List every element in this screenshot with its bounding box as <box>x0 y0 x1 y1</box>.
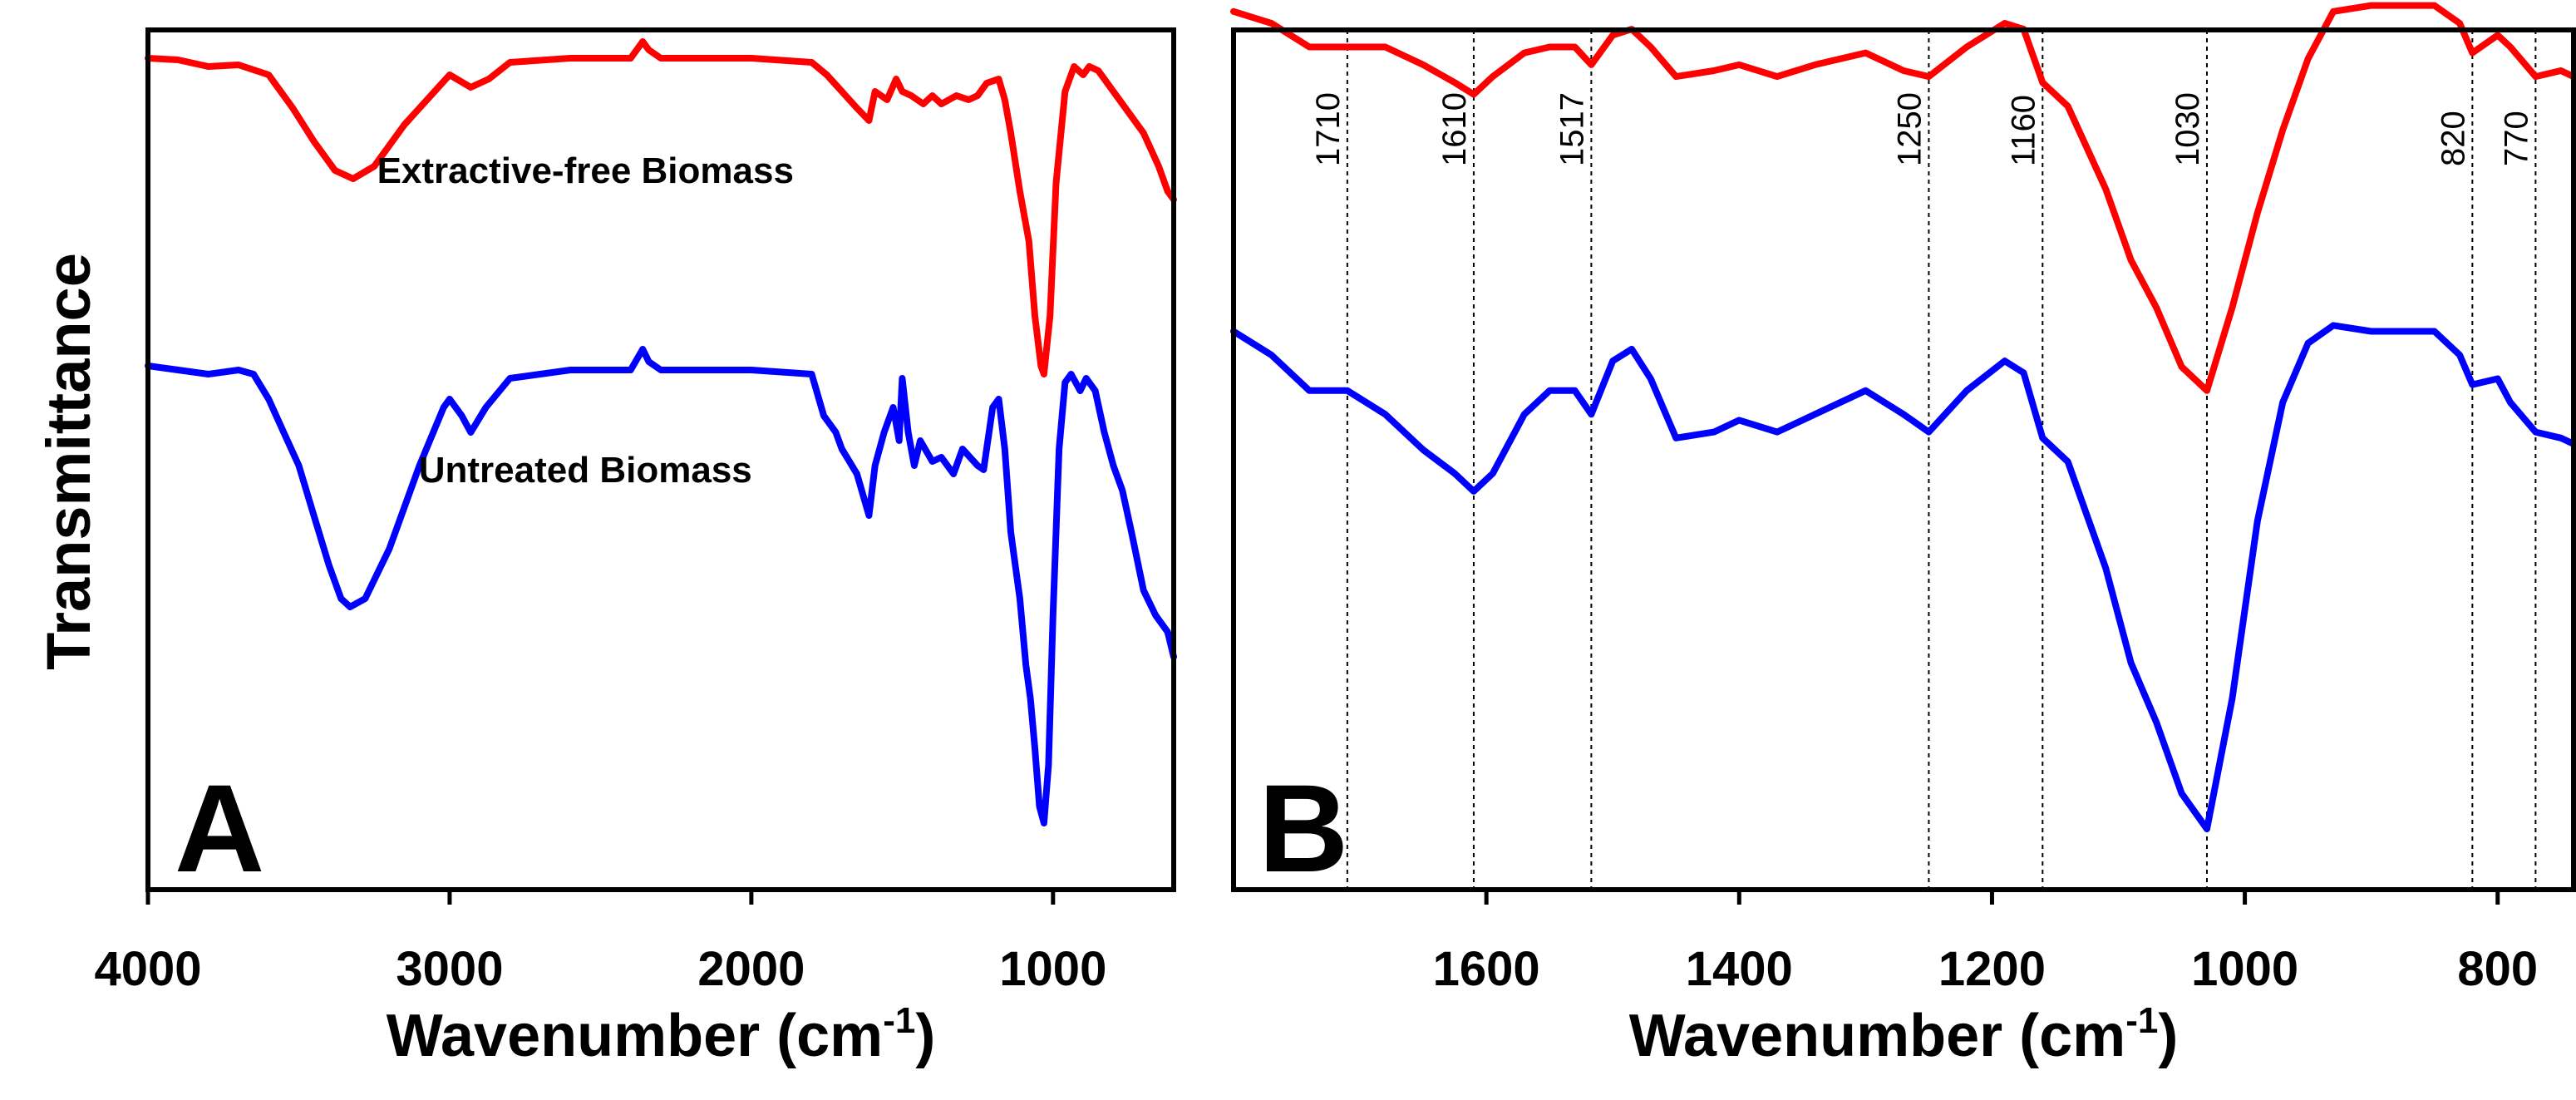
reference-label-820: 820 <box>2435 111 2471 166</box>
series-label-untreated-biomass: Untreated Biomass <box>419 450 752 491</box>
reference-label-1250: 1250 <box>1891 92 1928 166</box>
x-tick-label-1200: 1200 <box>1938 942 2046 996</box>
x-tick-label-1600: 1600 <box>1433 942 1540 996</box>
panel-b-frame <box>1231 27 2576 892</box>
reference-label-1517: 1517 <box>1554 92 1590 166</box>
panel-a-letter: A <box>175 758 264 898</box>
panel-b-letter: B <box>1258 758 1348 898</box>
panel-a-x-ticks: 4000 3000 2000 1000 <box>94 890 1106 996</box>
series-line-extractive-free-biomass <box>145 38 1177 377</box>
x-tick-label-1000: 1000 <box>2191 942 2298 996</box>
panel-a: Extractive-free Biomass Untreated Biomass… <box>94 27 1177 1069</box>
x-tick-label-4000: 4000 <box>94 942 201 996</box>
x-tick-label-1000: 1000 <box>999 942 1106 996</box>
reference-label-1610: 1610 <box>1436 92 1473 166</box>
reference-label-1030: 1030 <box>2170 92 2206 166</box>
plot-a-content: Extractive-free Biomass Untreated Biomass <box>145 38 1177 826</box>
series-line-extractive-free-biomass <box>1230 2 2576 394</box>
panel-a-frame <box>145 27 1176 892</box>
panel-a-x-axis-title: Wavenumber (cm-1) <box>387 1000 936 1069</box>
panel-b: 1710 1610 1517 1250 1160 1030 820 770 1600 1400 1… <box>1230 2 2576 1069</box>
reference-label-1710: 1710 <box>1310 92 1347 166</box>
series-line-untreated-biomass <box>145 346 1177 826</box>
panel-b-x-ticks: 1600 1400 1200 1000 800 <box>1433 890 2538 996</box>
reference-label-770: 770 <box>2498 111 2534 166</box>
x-tick-label-800: 800 <box>2457 942 2538 996</box>
reference-label-1160: 1160 <box>2005 95 2042 166</box>
x-tick-label-3000: 3000 <box>396 942 503 996</box>
y-axis-title: Transmittance <box>34 253 103 670</box>
x-tick-label-1400: 1400 <box>1686 942 1793 996</box>
panel-b-x-axis-title: Wavenumber (cm-1) <box>1629 1000 2179 1069</box>
series-line-untreated-biomass <box>1230 322 2576 832</box>
plot-b-content: 1710 1610 1517 1250 1160 1030 820 770 <box>1230 2 2576 890</box>
x-tick-label-2000: 2000 <box>697 942 805 996</box>
series-label-extractive-free-biomass: Extractive-free Biomass <box>377 150 794 191</box>
